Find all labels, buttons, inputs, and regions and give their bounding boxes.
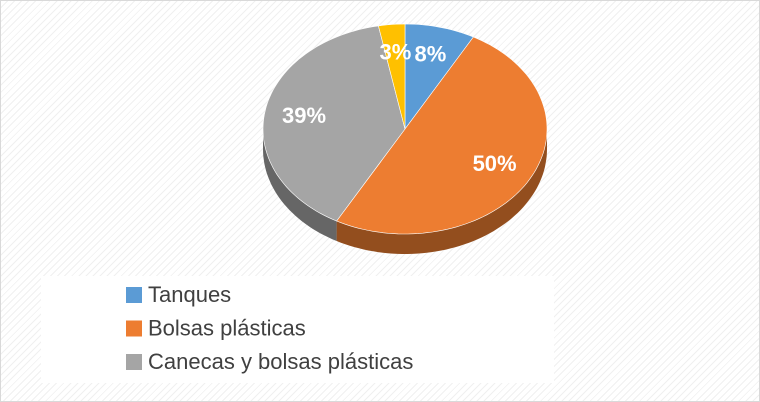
legend-swatch	[126, 354, 142, 370]
data-label: 39%	[282, 103, 326, 128]
legend-label: Bolsas plásticas	[148, 315, 306, 340]
slice	[378, 23, 406, 130]
legend-label: Canecas y bolsas plásticas	[148, 349, 413, 374]
legend-label: Tanques	[148, 282, 231, 307]
data-label: 50%	[473, 151, 517, 176]
slice	[404, 23, 474, 130]
data-label: 3%	[379, 40, 411, 65]
data-label: 8%	[415, 42, 447, 67]
legend-swatch	[126, 287, 142, 303]
legend-swatch	[126, 320, 142, 337]
slice-side	[336, 129, 547, 254]
slice-side	[263, 129, 337, 241]
slice	[262, 25, 406, 222]
slice	[336, 36, 548, 235]
